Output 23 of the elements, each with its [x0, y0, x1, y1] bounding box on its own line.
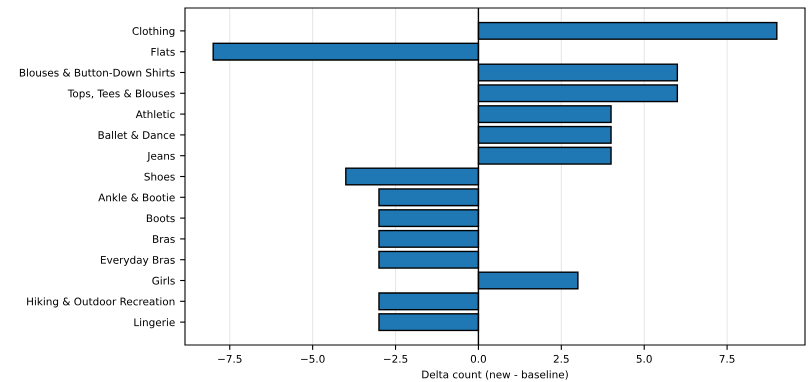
y-tick-label: Ankle & Bootie: [98, 193, 175, 202]
y-tick-label: Everyday Bras: [100, 256, 175, 266]
x-tick-label: −2.5: [384, 354, 408, 363]
y-tick-label: Shoes: [144, 172, 175, 181]
x-axis-title: Delta count (new - baseline): [422, 370, 568, 380]
x-tick-label: −5.0: [301, 354, 325, 363]
x-tick-label: 5.0: [636, 354, 652, 363]
x-tick-label: 7.5: [720, 355, 734, 363]
y-tick-label: Blouses & Button-Down Shirts: [20, 68, 175, 77]
y-tick-label: Lingerie: [134, 318, 175, 328]
y-tick-label: Flats: [152, 48, 175, 56]
y-tick-label: Hiking & Outdoor Recreation: [27, 297, 174, 308]
x-tick-label: 2.5: [554, 354, 569, 363]
x-tick-label: −7.5: [218, 355, 242, 363]
y-tick-label: Boots: [146, 214, 175, 222]
x-tick-label: 0.0: [470, 354, 486, 363]
y-tick-label: Jeans: [146, 152, 175, 162]
y-tick-label: Ballet & Dance: [98, 130, 175, 139]
y-tick-label: Tops, Tees & Blouses: [68, 89, 175, 100]
y-tick-label: Bras: [153, 235, 175, 244]
y-tick-label: Athletic: [136, 110, 175, 118]
y-tick-label: Girls: [152, 276, 175, 285]
y-tick-label: Clothing: [132, 26, 174, 38]
